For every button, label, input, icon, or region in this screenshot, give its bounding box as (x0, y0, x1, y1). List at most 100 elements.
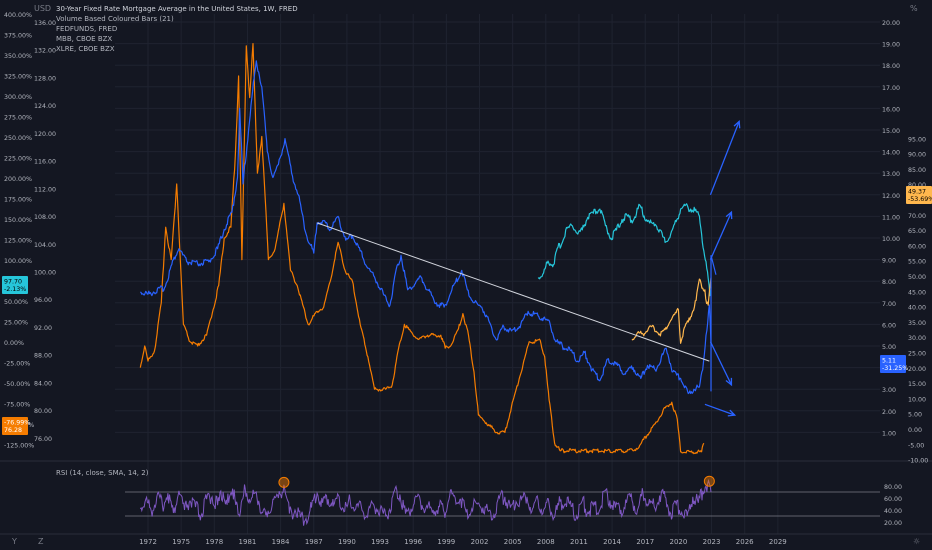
left-pct-tick-label: -25.00% (4, 361, 30, 368)
series-layer (139, 42, 712, 455)
left-pct-tick-label: 325.00% (4, 74, 32, 81)
left-pct-tick-label: 100.00% (4, 258, 32, 265)
left-pct-tick-label: 200.00% (4, 176, 32, 183)
left-pct-tick-label: 25.00% (4, 320, 28, 327)
legend-title: 30-Year Fixed Rate Mortgage Average in t… (56, 5, 298, 13)
badge-fedfunds-left-line1: -76.99% (4, 420, 30, 427)
time-tick-label: 2002 (471, 538, 489, 546)
right-rate-tick-label: 15.00 (882, 128, 900, 135)
right-rate-tick-label: 19.00 (882, 42, 900, 49)
right-pct-tick-label: 10.00 (908, 396, 926, 403)
left-usd-tick-label: 116.00 (34, 159, 56, 166)
badge-mortgage-right-line2: -31.25% (882, 365, 908, 372)
time-tick-label: 1999 (437, 538, 455, 546)
rsi-overbought-marker (703, 475, 715, 487)
time-tick-label: 1987 (305, 538, 323, 546)
right-pct-tick-label: -10.00 (908, 458, 928, 465)
left-usd-tick-label: 112.00 (34, 186, 56, 193)
legend-item-fedfunds[interactable]: FEDFUNDS, FRED (56, 25, 118, 33)
right-pct-tick-label: 20.00 (908, 366, 926, 373)
time-tick-label: 2005 (504, 538, 522, 546)
left-pct-tick-label: -50.00% (4, 381, 30, 388)
right-pct-tick-label: 5.00 (908, 412, 922, 419)
right-pct-tick-label: 25.00 (908, 351, 926, 358)
right-pct-tick-label: 45.00 (908, 289, 926, 296)
legend-item-mbb[interactable]: MBB, CBOE BZX (56, 35, 113, 43)
right-rate-tick-label: 5.00 (882, 344, 896, 351)
right-pct-tick-label: -5.00 (908, 442, 924, 449)
right-rate-tick-label: 2.00 (882, 409, 896, 416)
time-tick-label: 2011 (570, 538, 588, 546)
year-range-button[interactable]: Y (12, 537, 17, 546)
left-pct-tick-label: 400.00% (4, 12, 32, 19)
projection-mbb-up (709, 211, 733, 260)
right-rate-tick-label: 6.00 (882, 322, 896, 329)
right-rate-tick-label: 9.00 (882, 258, 896, 265)
badge-xlre-right-line2: -53.69% (908, 196, 932, 203)
projection-mortgage-down (709, 341, 733, 386)
time-tick-label: 1972 (139, 538, 157, 546)
left-pct-tick-label: -75.00% (4, 402, 30, 409)
trendline (316, 222, 710, 362)
left-usd-tick-label: 124.00 (34, 103, 56, 110)
price-badges: 97.70-2.13%-76.99%76.285.11-31.25%49.37-… (2, 186, 932, 435)
zoom-button[interactable]: Z (38, 537, 44, 546)
left-pct-tick-label: 275.00% (4, 115, 32, 122)
settings-icon[interactable]: ☼ (913, 537, 921, 546)
right-rate-tick-label: 20.00 (882, 20, 900, 27)
right-rate-tick-label: 3.00 (882, 387, 896, 394)
right-rate-tick-label: 16.00 (882, 106, 900, 113)
right-pct-tick-label: 40.00 (908, 305, 926, 312)
legend-item-volume[interactable]: Volume Based Coloured Bars (21) (56, 15, 174, 23)
projection-mbb-up-arrowhead (725, 210, 733, 220)
left-usd-tick-label: 104.00 (34, 242, 56, 249)
time-tick-label: 1981 (239, 538, 257, 546)
time-tick-label: 2008 (537, 538, 555, 546)
grid-lines (0, 14, 932, 535)
right-pct-tick-label: 50.00 (908, 274, 926, 281)
time-tick-label: 1984 (272, 538, 290, 546)
projection-connector (710, 255, 717, 392)
right-axis: 20.00 19.00 18.00 17.00 16.00 15.00 14.00 13.00… (882, 20, 928, 465)
right-rate-tick-label: 10.00 (882, 236, 900, 243)
badge-mbb-left (2, 276, 28, 294)
right-pct-tick-label: 90.00 (908, 152, 926, 159)
right-rate-tick-label: 1.00 (882, 430, 896, 437)
left-usd-tick-label: 92.00 (34, 325, 52, 332)
legend-item-xlre[interactable]: XLRE, CBOE BZX (56, 45, 115, 53)
time-tick-label: 2020 (669, 538, 687, 546)
time-tick-label: 2026 (736, 538, 754, 546)
time-tick-label: 1996 (404, 538, 422, 546)
left-pct-tick-label: 250.00% (4, 135, 32, 142)
right-pct-tick-label: 30.00 (908, 335, 926, 342)
right-rate-tick-label: 7.00 (882, 301, 896, 308)
left-usd-tick-label: 120.00 (34, 131, 56, 138)
left-pct-tick-label: 350.00% (4, 53, 32, 60)
time-tick-label: 1990 (338, 538, 356, 546)
right-pct-tick-label: 80.00 (908, 182, 926, 189)
badge-xlre-right (906, 186, 932, 204)
series-fedfunds-line (139, 42, 705, 455)
percent-scale-toggle[interactable]: % (910, 4, 918, 13)
series-xlre-line (631, 277, 712, 344)
time-axis: 1972 1975 1978 1981 1984 1987 1990 1993 1996 1999… (139, 538, 787, 546)
badge-fedfunds-left (2, 417, 28, 435)
right-rate-tick-label: 17.00 (882, 85, 900, 92)
right-rate-tick-label: 14.00 (882, 150, 900, 157)
left-pct-tick-label: 0.00% (4, 340, 24, 347)
right-pct-tick-label: 55.00 (908, 259, 926, 266)
series-mortgage-line (140, 60, 712, 395)
left-usd-tick-label: 136.00 (34, 20, 56, 27)
left-pct-tick-label: 175.00% (4, 197, 32, 204)
left-usd-tick-label: 100.00 (34, 269, 56, 276)
left-pct-tick-label: 50.00% (4, 299, 28, 306)
right-pct-tick-label: 85.00 (908, 167, 926, 174)
rsi-tick-label: 80.00 (884, 484, 902, 491)
right-rate-tick-label: 12.00 (882, 193, 900, 200)
time-tick-label: 2023 (703, 538, 721, 546)
right-rate-tick-label: 13.00 (882, 171, 900, 178)
rsi-legend[interactable]: RSI (14, close, SMA, 14, 2) (56, 469, 149, 477)
right-rate-tick-label: 11.00 (882, 214, 900, 221)
badge-mortgage-right (880, 355, 906, 373)
